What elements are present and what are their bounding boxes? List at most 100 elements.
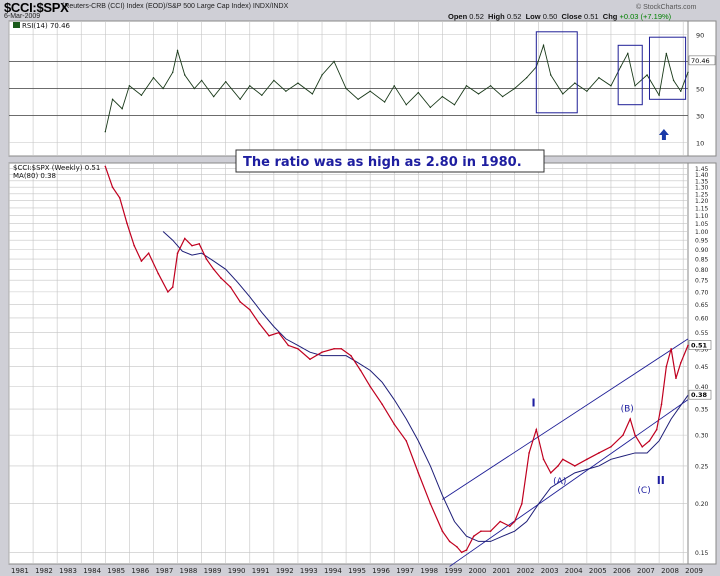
price-tick-label: 0.70 — [695, 289, 709, 296]
up-arrow-icon — [658, 129, 669, 140]
x-tick-label: 1992 — [276, 567, 294, 575]
rsi-point — [225, 81, 227, 83]
rsi-point — [562, 93, 564, 95]
price-tick-label: 0.45 — [695, 364, 709, 371]
price-point — [104, 165, 107, 168]
rsi-point — [297, 82, 299, 84]
rsi-point — [128, 85, 131, 87]
rsi-highlight-box — [617, 44, 643, 106]
x-tick-label: 2008 — [661, 567, 679, 575]
x-tick-label: 1996 — [372, 567, 390, 575]
price-point — [309, 358, 311, 361]
price-point — [670, 347, 672, 350]
price-point — [220, 277, 222, 279]
price-panel-bg — [8, 162, 717, 565]
rsi-point — [200, 79, 203, 82]
price-point — [297, 347, 299, 350]
rsi-point — [465, 85, 468, 87]
rsi-point — [619, 66, 622, 68]
price-point — [417, 472, 420, 474]
price-point — [212, 268, 215, 271]
price-point — [340, 347, 343, 350]
low-value: 0.50 — [542, 12, 558, 21]
price-point — [140, 260, 143, 262]
close-value: 0.51 — [584, 12, 599, 21]
price-point — [622, 434, 624, 436]
price-tick-label: 0.25 — [695, 463, 709, 470]
x-tick-label: 1988 — [180, 567, 198, 575]
rsi-point — [610, 85, 612, 87]
price-point — [542, 458, 545, 461]
close-label: Close — [561, 12, 582, 21]
rsi-point — [121, 108, 123, 110]
price-last-value-tag-box — [688, 340, 712, 350]
price-point — [641, 445, 644, 448]
open-value: 0.52 — [469, 12, 484, 21]
price-point — [333, 347, 335, 350]
price-point — [429, 502, 432, 505]
rsi-point — [542, 44, 545, 46]
x-tick-label: 2004 — [565, 567, 583, 575]
x-tick-label: 1993 — [300, 567, 318, 575]
rsi-point — [687, 71, 689, 74]
rsi-point — [665, 52, 668, 55]
wave-label: (C) — [637, 486, 650, 496]
price-point — [248, 308, 251, 311]
price-tick-label: 0.85 — [695, 257, 709, 264]
price-point — [147, 252, 150, 254]
price-point — [480, 530, 482, 532]
rsi-highlight-box — [648, 36, 687, 100]
price-tick-label: 1.20 — [695, 198, 709, 205]
wave-label: (A) — [553, 477, 566, 487]
wave-label: II — [657, 474, 665, 487]
price-point — [509, 525, 511, 528]
rsi-point — [172, 71, 174, 74]
x-tick-label: 1981 — [11, 567, 29, 575]
price-point — [369, 385, 371, 388]
rsi-point — [249, 85, 251, 87]
x-tick-label: 1997 — [396, 567, 414, 575]
price-tick-label: 0.75 — [695, 278, 709, 285]
low-label: Low — [525, 12, 541, 21]
price-point — [167, 291, 169, 293]
rsi-point — [285, 90, 287, 92]
x-tick-label: 1987 — [155, 567, 173, 575]
x-tick-label: 1995 — [348, 567, 366, 575]
x-tick-label: 1991 — [252, 567, 270, 575]
x-tick-label: 2001 — [493, 567, 511, 575]
price-point — [126, 222, 128, 225]
x-tick-label: 2000 — [468, 567, 486, 575]
price-point — [287, 344, 290, 347]
price-tick-label: 0.20 — [695, 501, 709, 508]
x-tick-label: 2005 — [589, 567, 607, 575]
price-point — [665, 365, 668, 368]
price-point — [586, 458, 588, 461]
price-point — [465, 549, 468, 551]
price-point — [198, 243, 201, 245]
price-tick-label: 1.30 — [695, 185, 709, 192]
rsi-point — [184, 74, 186, 76]
rsi-point — [489, 85, 492, 87]
price-tick-label: 0.15 — [695, 550, 709, 557]
price-tick-label: 0.60 — [695, 315, 709, 322]
price-tick-label: 1.10 — [695, 213, 709, 220]
rsi-tick-label: 90 — [696, 32, 704, 40]
rsi-point — [162, 87, 164, 90]
rsi-tick-label: 10 — [696, 140, 704, 148]
x-tick-label: 1998 — [420, 567, 438, 575]
rsi-highlight-box — [535, 31, 578, 114]
price-point — [191, 244, 193, 247]
price-point — [171, 286, 174, 288]
price-point — [679, 362, 682, 364]
price-point — [118, 197, 121, 199]
x-tick-label: 1983 — [59, 567, 77, 575]
rsi-last-value-tag-box — [688, 55, 716, 66]
rsi-point — [513, 87, 516, 90]
rsi-point — [273, 79, 275, 82]
price-point — [456, 545, 458, 548]
price-point — [239, 301, 241, 303]
rsi-point — [586, 90, 588, 92]
price-tick-label: 1.15 — [695, 205, 709, 212]
x-tick-label: 2007 — [637, 567, 655, 575]
price-point — [258, 322, 261, 325]
